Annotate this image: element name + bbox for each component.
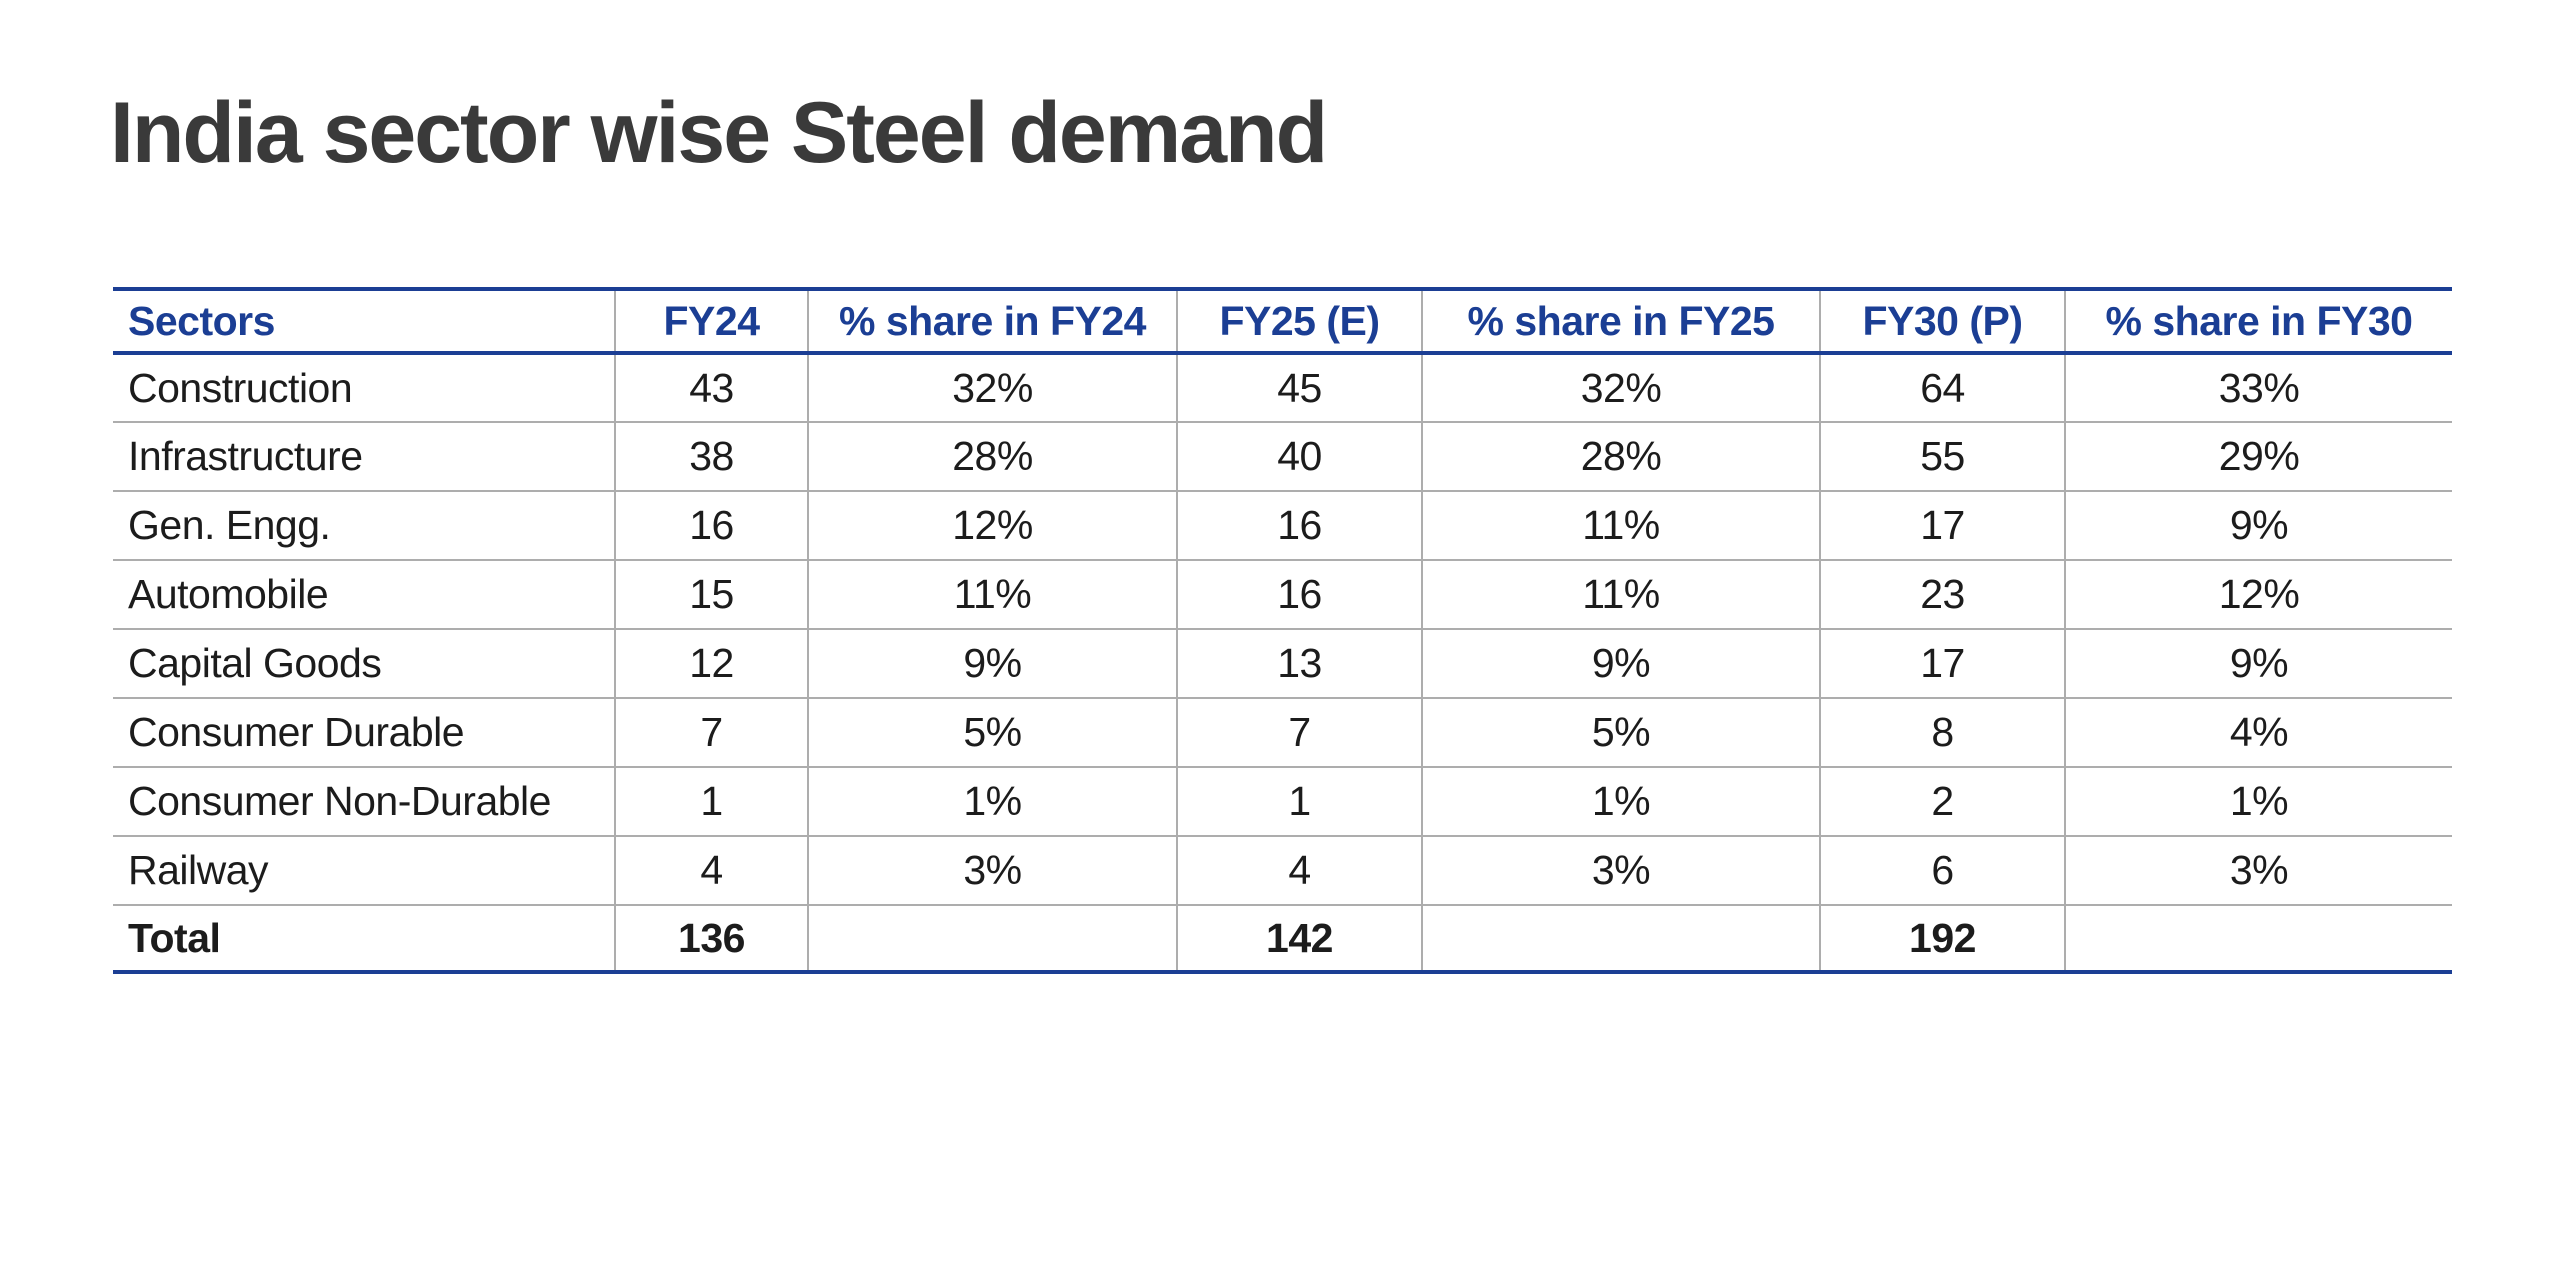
value-cell: 17 xyxy=(1819,629,2065,699)
value-cell: 7 xyxy=(614,698,808,768)
sector-name-cell: Automobile xyxy=(113,560,615,630)
value-cell: 64 xyxy=(1819,353,2065,423)
table-row: Construction 43 32% 45 32% 64 33% xyxy=(113,353,2452,423)
sector-name-cell: Gen. Engg. xyxy=(113,491,615,561)
column-header-fy25-e: FY25 (E) xyxy=(1176,287,1422,355)
value-cell: 38 xyxy=(614,422,808,492)
value-cell: 32% xyxy=(1421,353,1820,423)
value-cell xyxy=(807,905,1177,974)
value-cell: 40 xyxy=(1176,422,1422,492)
value-cell xyxy=(1421,905,1820,974)
value-cell: 7 xyxy=(1176,698,1422,768)
value-cell: 1% xyxy=(1421,767,1820,837)
value-cell: 11% xyxy=(1421,491,1820,561)
value-cell: 29% xyxy=(2064,422,2452,492)
value-cell: 15 xyxy=(614,560,808,630)
value-cell: 9% xyxy=(2064,629,2452,699)
steel-demand-table: Sectors FY24% share in FY24 FY25 (E)% shar… xyxy=(113,287,2452,974)
value-cell: 28% xyxy=(807,422,1177,492)
table-row: Railway 4 3% 4 3% 6 3% xyxy=(113,836,2452,906)
value-cell: 1 xyxy=(614,767,808,837)
table-row: Consumer Durable 7 5% 7 5% 8 4% xyxy=(113,698,2452,768)
value-cell: 55 xyxy=(1819,422,2065,492)
value-cell: 32% xyxy=(807,353,1177,423)
value-cell: 23 xyxy=(1819,560,2065,630)
value-cell: 12% xyxy=(2064,560,2452,630)
sector-name-cell: Infrastructure xyxy=(113,422,615,492)
page-title: India sector wise Steel demand xyxy=(110,85,1328,181)
value-cell: 13 xyxy=(1176,629,1422,699)
value-cell: 28% xyxy=(1421,422,1820,492)
value-cell: 11% xyxy=(807,560,1177,630)
value-cell: 192 xyxy=(1819,905,2065,974)
column-header-share-in-fy25: % share in FY25 xyxy=(1421,287,1820,355)
value-cell: 9% xyxy=(2064,491,2452,561)
column-header-share-in-fy30: % share in FY30 xyxy=(2064,287,2452,355)
value-cell: 1% xyxy=(2064,767,2452,837)
value-cell: 43 xyxy=(614,353,808,423)
value-cell: 3% xyxy=(807,836,1177,906)
sector-name-cell: Capital Goods xyxy=(113,629,615,699)
value-cell: 3% xyxy=(1421,836,1820,906)
value-cell: 4% xyxy=(2064,698,2452,768)
table-total-row: Total 136 142 192 xyxy=(113,905,2452,974)
value-cell: 17 xyxy=(1819,491,2065,561)
value-cell: 5% xyxy=(807,698,1177,768)
column-header-sectors: Sectors xyxy=(113,287,615,355)
value-cell: 1 xyxy=(1176,767,1422,837)
value-cell: 9% xyxy=(1421,629,1820,699)
table-row: Gen. Engg. 16 12% 16 11% 17 9% xyxy=(113,491,2452,561)
value-cell: 45 xyxy=(1176,353,1422,423)
value-cell: 1% xyxy=(807,767,1177,837)
table-row: Capital Goods 12 9% 13 9% 17 9% xyxy=(113,629,2452,699)
column-header-share-in-fy24: % share in FY24 xyxy=(807,287,1177,355)
table-row: Consumer Non-Durable 1 1% 1 1% 2 1% xyxy=(113,767,2452,837)
value-cell: 2 xyxy=(1819,767,2065,837)
value-cell: 5% xyxy=(1421,698,1820,768)
column-header-fy30-p: FY30 (P) xyxy=(1819,287,2065,355)
total-label-cell: Total xyxy=(113,905,615,974)
value-cell: 33% xyxy=(2064,353,2452,423)
value-cell: 12% xyxy=(807,491,1177,561)
value-cell: 16 xyxy=(1176,491,1422,561)
value-cell: 6 xyxy=(1819,836,2065,906)
sector-name-cell: Consumer Non-Durable xyxy=(113,767,615,837)
value-cell: 4 xyxy=(1176,836,1422,906)
value-cell: 16 xyxy=(614,491,808,561)
table-row: Automobile 15 11% 16 11% 23 12% xyxy=(113,560,2452,630)
column-header-fy24: FY24 xyxy=(614,287,808,355)
value-cell: 8 xyxy=(1819,698,2065,768)
value-cell xyxy=(2064,905,2452,974)
value-cell: 4 xyxy=(614,836,808,906)
sector-name-cell: Railway xyxy=(113,836,615,906)
value-cell: 136 xyxy=(614,905,808,974)
value-cell: 142 xyxy=(1176,905,1422,974)
sector-name-cell: Consumer Durable xyxy=(113,698,615,768)
sector-name-cell: Construction xyxy=(113,353,615,423)
value-cell: 3% xyxy=(2064,836,2452,906)
value-cell: 16 xyxy=(1176,560,1422,630)
value-cell: 9% xyxy=(807,629,1177,699)
table-header-row: Sectors FY24% share in FY24 FY25 (E)% shar… xyxy=(113,287,2452,355)
table-row: Infrastructure 38 28% 40 28% 55 29% xyxy=(113,422,2452,492)
value-cell: 12 xyxy=(614,629,808,699)
value-cell: 11% xyxy=(1421,560,1820,630)
